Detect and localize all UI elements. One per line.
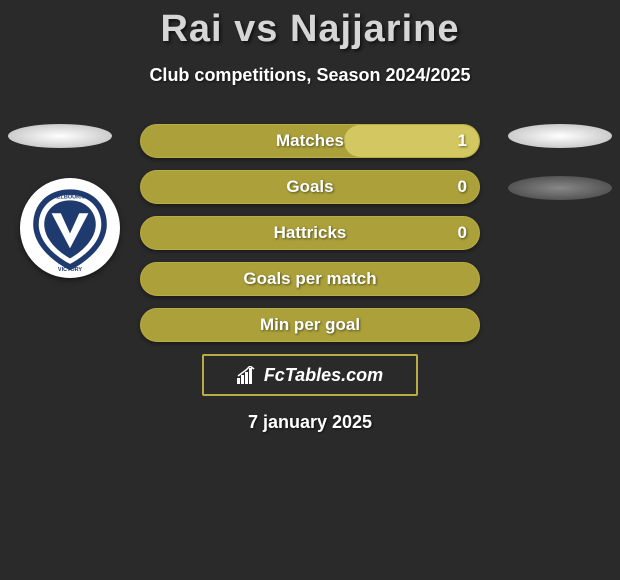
player-right-avatar-placeholder bbox=[508, 124, 612, 148]
stat-label: Hattricks bbox=[274, 223, 347, 243]
brand-text: FcTables.com bbox=[264, 365, 383, 386]
page-title: Rai vs Najjarine bbox=[0, 8, 620, 51]
stat-row: Hattricks 0 bbox=[140, 216, 480, 250]
brand-box: FcTables.com bbox=[202, 354, 418, 396]
badge-text-bottom: VICTORY bbox=[58, 267, 83, 273]
stat-value-right: 0 bbox=[458, 177, 467, 197]
badge-text-top: MELBOURNE bbox=[52, 195, 88, 201]
stat-value-right: 0 bbox=[458, 223, 467, 243]
stat-row: Min per goal bbox=[140, 308, 480, 342]
stat-label: Goals bbox=[286, 177, 333, 197]
stat-row: Goals 0 bbox=[140, 170, 480, 204]
stat-label: Goals per match bbox=[243, 269, 376, 289]
player-left-avatar-placeholder bbox=[8, 124, 112, 148]
stats-block: Matches 1 Goals 0 Hattricks 0 Goals per match M… bbox=[140, 124, 480, 342]
player-right-club-placeholder bbox=[508, 176, 612, 200]
date-text: 7 january 2025 bbox=[0, 412, 620, 433]
club-badge: MELBOURNE VICTORY bbox=[20, 178, 120, 278]
stat-row: Matches 1 bbox=[140, 124, 480, 158]
subtitle: Club competitions, Season 2024/2025 bbox=[0, 65, 620, 86]
stat-value-right: 1 bbox=[458, 131, 467, 151]
bars-icon bbox=[237, 366, 259, 384]
stat-label: Matches bbox=[276, 131, 344, 151]
stat-row: Goals per match bbox=[140, 262, 480, 296]
stat-label: Min per goal bbox=[260, 315, 360, 335]
